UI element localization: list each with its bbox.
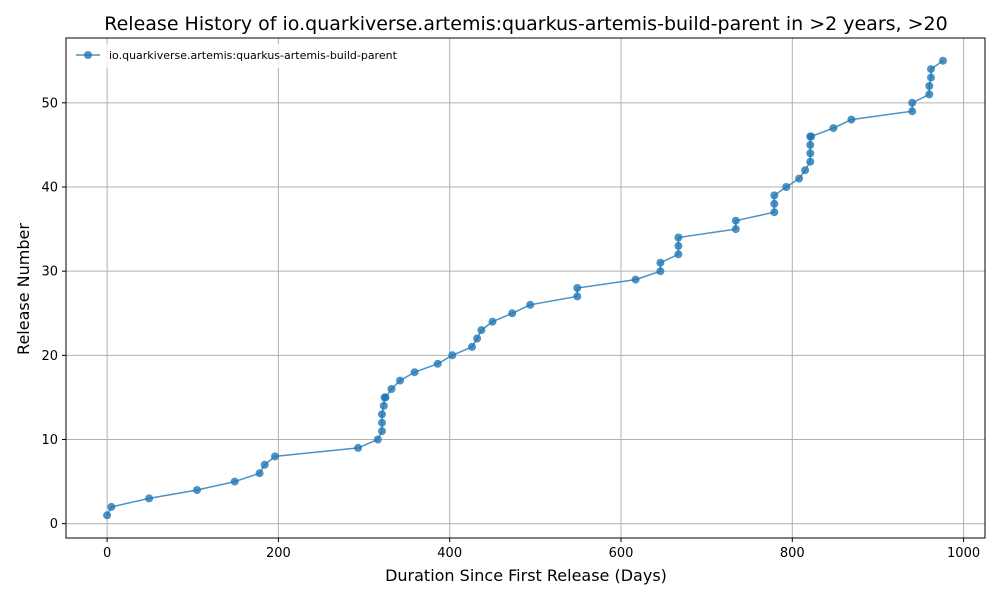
data-point [770,208,779,217]
data-point [488,317,497,326]
data-point [731,225,740,234]
data-point [674,250,683,259]
data-point [631,275,640,284]
data-point [908,98,917,107]
data-point [378,410,386,419]
x-axis-ticks: 0 200 400 600 800 1000 [103,538,980,561]
x-tick-label: 600 [609,546,634,561]
data-point [925,90,934,99]
data-point [573,284,582,292]
data-point [379,401,388,410]
data-point [939,56,947,65]
legend-background [70,44,420,68]
data-point [260,460,269,469]
data-point [927,65,935,74]
data-point [230,477,239,486]
data-point [806,149,815,158]
data-point [473,334,482,343]
data-point [103,511,112,520]
data-point [927,73,935,82]
data-point [674,233,683,242]
x-tick-label: 0 [103,546,111,561]
data-point [378,418,386,427]
plot-frame [65,37,986,539]
series-layer [103,56,947,520]
chart-title: Release History of io.quarkiverse.artemi… [104,13,947,35]
x-tick-label: 400 [437,546,462,561]
data-point [782,183,791,191]
y-tick-label: 10 [41,433,58,448]
legend-marker-swatch [84,51,92,59]
data-point [255,469,264,478]
data-point [193,486,201,494]
data-point [807,132,816,141]
y-tick-label: 20 [41,349,58,364]
data-point [396,376,404,385]
data-point [656,267,665,276]
data-point [107,502,116,511]
data-point [656,258,665,267]
legend: io.quarkiverse.artemis:quarkus-artemis-b… [70,44,420,68]
data-point [477,326,486,335]
data-point [925,82,934,90]
data-point [145,494,154,503]
data-point [271,452,279,461]
y-tick-label: 0 [50,517,58,532]
data-point [908,107,917,116]
data-point [387,385,396,393]
data-point [354,443,363,452]
data-point [795,174,804,183]
data-point [526,300,535,309]
data-point [373,435,382,444]
data-point [378,427,386,436]
x-tick-label: 200 [266,546,291,561]
y-axis-label: Release Number [14,223,33,355]
x-tick-label: 1000 [947,546,980,561]
y-tick-label: 30 [41,265,58,280]
y-tick-label: 50 [41,96,58,111]
data-point [573,292,582,301]
data-point [806,157,815,166]
x-tick-label: 800 [780,546,805,561]
data-point [731,216,740,225]
data-point [801,166,810,175]
data-point [806,140,815,149]
data-point [508,309,517,318]
data-point [674,241,683,250]
legend-entry-label: io.quarkiverse.artemis:quarkus-artemis-b… [109,49,398,62]
x-axis-label: Duration Since First Release (Days) [385,566,667,585]
grid [66,38,985,538]
y-tick-label: 40 [41,180,58,195]
data-point [448,351,457,360]
data-point [847,115,856,124]
data-point [381,393,390,402]
data-point [770,199,779,208]
y-axis-ticks: 0 10 20 30 40 50 [41,96,66,532]
data-point [770,191,779,200]
data-point [468,342,476,351]
data-point [829,124,838,133]
data-point [410,368,419,377]
data-point [433,359,442,368]
